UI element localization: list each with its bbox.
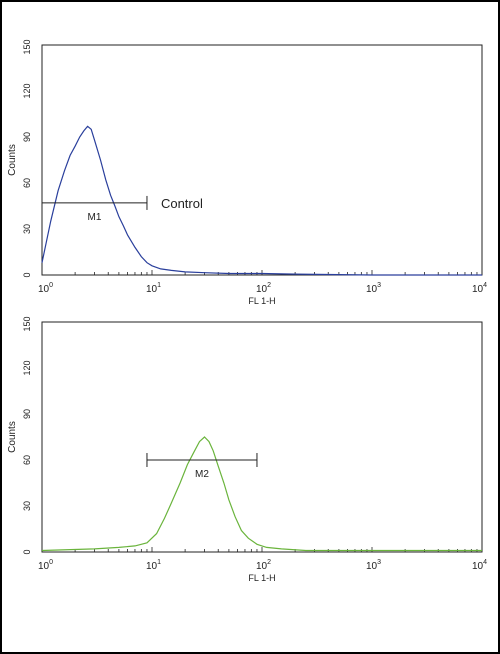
- y-tick-label: 60: [22, 178, 32, 188]
- x-tick-exponent: 0: [49, 282, 53, 289]
- y-tick-label: 120: [22, 360, 32, 375]
- y-axis-label: Counts: [7, 144, 18, 176]
- x-tick-label: 103: [366, 559, 381, 572]
- x-tick-exponent: 3: [377, 559, 381, 566]
- y-tick-label: 90: [22, 132, 32, 142]
- x-tick-base: 10: [366, 561, 378, 572]
- x-axis-label: FL 1-H: [248, 296, 275, 306]
- y-axis-label: Counts: [7, 421, 18, 453]
- y-tick-label: 0: [22, 549, 32, 554]
- annotation-control: Control: [161, 196, 203, 211]
- x-tick-label: 102: [256, 282, 271, 295]
- x-tick-base: 10: [146, 561, 158, 572]
- x-tick-exponent: 0: [49, 559, 53, 566]
- y-tick-label: 0: [22, 272, 32, 277]
- x-tick-base: 10: [256, 284, 268, 295]
- x-tick-base: 10: [256, 561, 268, 572]
- plot-frame: [41, 321, 483, 553]
- marker-label-m1: M1: [88, 212, 102, 223]
- y-tick-labels: 0 30 60 90 120 150: [22, 316, 32, 554]
- x-axis-label: FL 1-H: [248, 573, 275, 583]
- x-tick-exponent: 1: [157, 559, 161, 566]
- histogram-panel-control: 0 30 60 90 120 150 Counts 100 101 102 10…: [7, 39, 487, 306]
- x-tick-exponent: 2: [267, 559, 271, 566]
- x-tick-label: 104: [472, 559, 487, 572]
- x-minor-ticks: [41, 270, 478, 275]
- x-tick-base: 10: [366, 284, 378, 295]
- plot-frame: [41, 44, 483, 276]
- x-tick-base: 10: [38, 561, 50, 572]
- x-tick-exponent: 2: [267, 282, 271, 289]
- x-tick-label: 101: [146, 282, 161, 295]
- histogram-line-sample: [41, 436, 482, 552]
- x-tick-labels: 100 101 102 103 104: [38, 559, 487, 572]
- x-tick-labels: 100 101 102 103 104: [38, 282, 487, 295]
- x-tick-label: 100: [38, 559, 53, 572]
- y-tick-label: 90: [22, 409, 32, 419]
- x-tick-base: 10: [472, 284, 484, 295]
- y-tick-label: 60: [22, 455, 32, 465]
- y-tick-label: 30: [22, 501, 32, 511]
- x-tick-base: 10: [472, 561, 484, 572]
- x-tick-base: 10: [38, 284, 50, 295]
- x-tick-label: 100: [38, 282, 53, 295]
- y-tick-label: 120: [22, 83, 32, 98]
- x-tick-exponent: 1: [157, 282, 161, 289]
- x-tick-exponent: 3: [377, 282, 381, 289]
- x-tick-exponent: 4: [483, 559, 487, 566]
- x-tick-label: 101: [146, 559, 161, 572]
- histogram-line-control: [41, 125, 482, 276]
- y-tick-label: 150: [22, 316, 32, 331]
- y-tick-labels: 0 30 60 90 120 150: [22, 39, 32, 277]
- x-tick-base: 10: [146, 284, 158, 295]
- y-tick-label: 30: [22, 224, 32, 234]
- x-tick-label: 102: [256, 559, 271, 572]
- x-tick-exponent: 4: [483, 282, 487, 289]
- y-tick-label: 150: [22, 39, 32, 54]
- histogram-panel-sample: 0 30 60 90 120 150 Counts 100 101 102 10…: [7, 316, 487, 583]
- x-tick-label: 104: [472, 282, 487, 295]
- marker-label-m2: M2: [195, 469, 209, 480]
- x-tick-label: 103: [366, 282, 381, 295]
